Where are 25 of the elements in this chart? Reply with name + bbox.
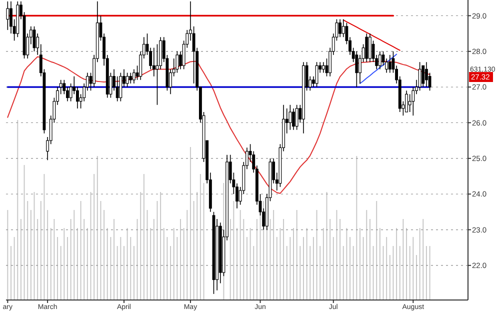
candlestick bbox=[119, 72, 122, 102]
candlestick bbox=[126, 72, 129, 88]
candlestick bbox=[129, 72, 132, 84]
candlestick bbox=[292, 108, 295, 130]
candlestick bbox=[405, 90, 408, 112]
candlestick bbox=[322, 62, 325, 74]
candlestick bbox=[342, 18, 345, 38]
candlestick bbox=[176, 50, 179, 74]
candlestick bbox=[355, 50, 358, 88]
candlestick bbox=[388, 54, 392, 74]
candlestick bbox=[288, 104, 292, 130]
candlestick bbox=[315, 62, 318, 88]
candlestick bbox=[6, 1, 10, 30]
candlestick bbox=[418, 62, 422, 92]
line-series bbox=[359, 54, 398, 84]
candlestick bbox=[368, 33, 372, 62]
candlestick bbox=[152, 47, 156, 77]
candlestick bbox=[295, 104, 298, 130]
candlestick bbox=[338, 18, 342, 38]
candlestick bbox=[422, 65, 425, 88]
line-series bbox=[342, 19, 400, 51]
candlestick bbox=[424, 62, 428, 88]
candlestick bbox=[365, 33, 368, 62]
candlestick bbox=[132, 68, 136, 84]
candlestick bbox=[378, 50, 382, 70]
